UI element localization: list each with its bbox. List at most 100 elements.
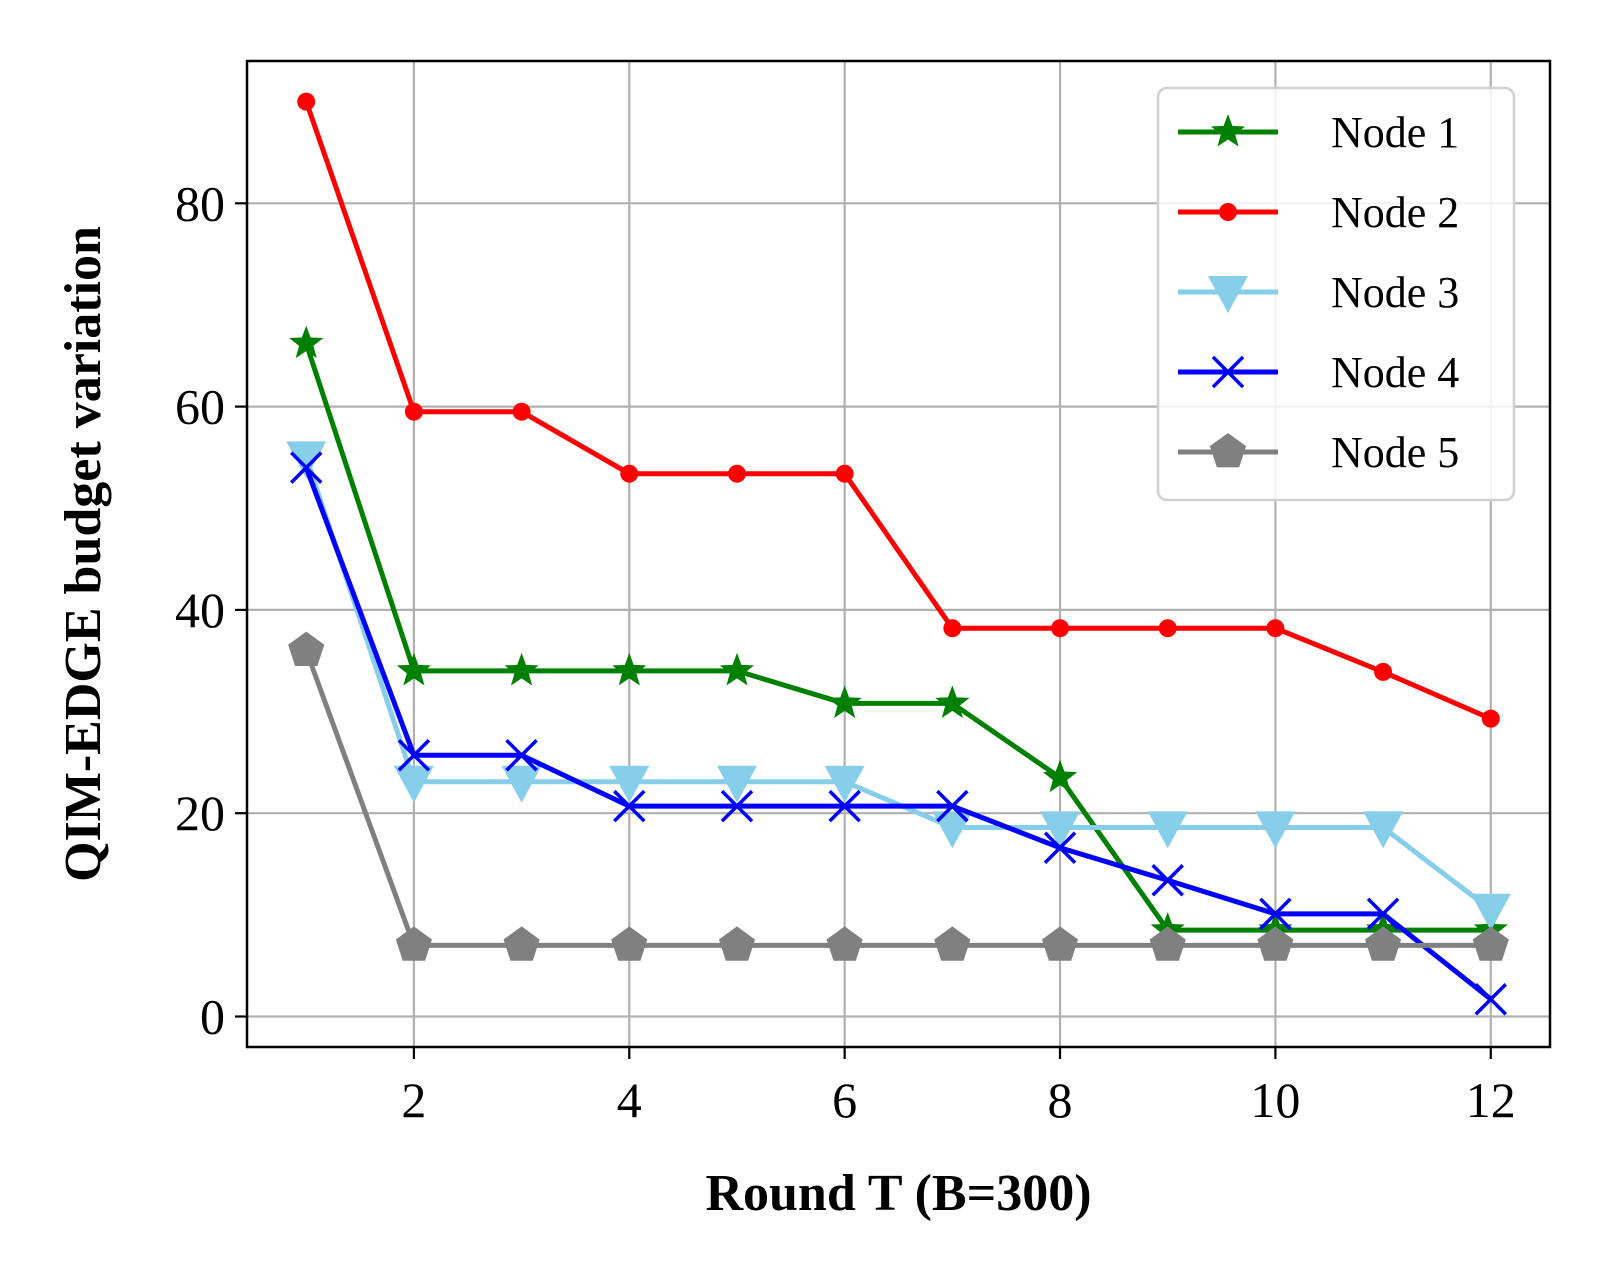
data-point-node-5 [826,926,863,961]
data-point-node-1 [504,652,539,686]
data-point-node-2 [1266,619,1285,638]
data-point-node-2 [620,464,639,483]
legend-item: Node 4 [1178,348,1459,397]
data-point-node-4 [1474,982,1508,1016]
data-point-node-3 [286,441,327,479]
x-axis-ticks: 2 4 6 8 10 12 [401,1047,1516,1128]
y-tick-label: 80 [175,175,225,231]
data-point-node-3 [1470,893,1511,931]
x-tick-label: 4 [617,1072,642,1128]
legend-item: Node 1 [1178,108,1459,157]
data-point-node-5 [503,926,540,961]
legend-label: Node 3 [1331,268,1459,317]
series-line-node-2 [303,100,1492,721]
data-point-node-3 [716,765,757,803]
plot-frame [245,59,1552,1049]
data-point-node-4 [397,739,431,772]
data-point-node-5 [611,926,648,961]
data-point-node-1 [289,325,324,359]
y-tick-label: 20 [175,785,225,841]
series-layer [286,92,1511,1016]
data-point-node-3 [501,765,542,803]
data-point-node-1 [396,652,432,686]
series-node-3 [286,441,1511,931]
series-line-node-4 [303,466,1493,1002]
y-tick-label: 0 [200,989,225,1045]
data-point-node-5 [934,926,971,961]
legend-item: Node 5 [1178,428,1459,477]
x-tick-label: 2 [401,1072,426,1128]
legend-item: Node 2 [1178,188,1459,237]
data-point-node-4 [936,789,969,823]
data-point-node-5 [1257,926,1294,961]
data-point-node-4 [828,789,861,823]
data-point-node-1 [827,685,862,718]
data-point-node-4 [720,789,754,823]
data-point-node-3 [393,765,434,803]
data-point-node-5 [1149,926,1186,961]
data-point-node-4 [1151,864,1184,897]
data-point-node-3 [1363,811,1404,849]
y-axis-ticks: 0 20 40 60 80 [175,175,247,1045]
data-point-node-2 [835,464,854,483]
data-point-node-1 [612,652,647,686]
data-point-node-2 [512,402,531,421]
data-point-node-3 [824,765,865,803]
y-tick-label: 40 [175,582,225,638]
legend-item: Node 3 [1178,268,1459,317]
data-point-node-3 [609,765,650,803]
legend-marker [1211,355,1245,389]
data-point-node-3 [1147,811,1188,849]
legend-label: Node 4 [1331,348,1459,397]
data-point-node-4 [613,789,646,823]
legend-box [1156,86,1516,502]
data-point-node-1 [935,685,970,718]
legend-marker [1209,433,1247,468]
data-point-node-4 [1043,831,1077,865]
data-point-node-5 [288,631,325,666]
data-point-node-2 [297,92,316,111]
legend-marker [1210,114,1246,147]
series-line-node-3 [303,456,1493,912]
data-point-node-1 [719,652,755,686]
x-axis-title: Round T (B=300) [705,1165,1091,1222]
data-point-node-2 [727,464,746,483]
data-point-node-2 [1374,662,1393,681]
legend-marker [1219,203,1237,221]
data-point-node-2 [1158,619,1177,638]
data-point-node-2 [1481,709,1500,728]
y-tick-label: 60 [175,379,225,435]
legend-marker [1208,276,1248,313]
legend: Node 1 Node 2 Node 3 Node 4 Node 5 [1156,86,1516,502]
legend-label: Node 2 [1331,188,1459,237]
y-axis-title: QIM-EDGE budget variation [55,226,112,882]
data-point-node-3 [1040,811,1081,849]
data-point-node-5 [1472,926,1509,961]
series-node-5 [288,631,1509,961]
data-point-node-5 [1365,926,1402,961]
series-node-2 [297,92,1500,728]
data-point-node-4 [1366,897,1400,931]
data-point-node-3 [932,811,973,849]
data-point-node-4 [289,451,323,484]
data-point-node-2 [943,619,962,638]
series-node-4 [289,451,1508,1016]
data-point-node-3 [1255,811,1296,849]
data-point-node-5 [1041,926,1079,961]
x-tick-label: 12 [1466,1072,1516,1128]
data-point-node-4 [1259,897,1292,931]
data-point-node-2 [1051,619,1070,638]
x-tick-label: 10 [1250,1072,1300,1128]
data-point-node-5 [718,926,756,961]
series-line-node-5 [303,649,1491,948]
data-point-node-4 [505,739,538,772]
data-point-node-2 [404,402,423,421]
data-point-node-1 [1042,759,1078,793]
legend-label: Node 5 [1331,428,1459,477]
x-tick-label: 8 [1048,1072,1073,1128]
data-point-node-5 [395,926,432,961]
x-tick-label: 6 [832,1072,857,1128]
series-line-node-1 [303,342,1491,933]
legend-label: Node 1 [1331,108,1459,157]
